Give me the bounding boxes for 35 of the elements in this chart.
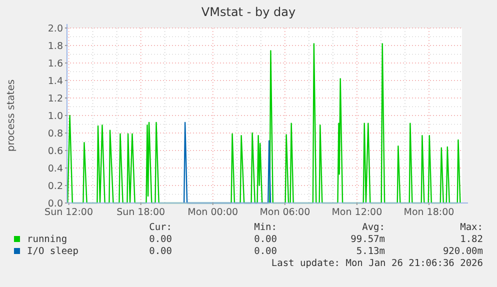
x-tick-label: Sun 18:00 [116,207,166,218]
y-tick-label: 0.2 [48,180,63,192]
y-tick-label: 2.0 [48,23,63,34]
y-tick-label: 1.0 [48,110,63,122]
text: 5.13m [356,246,386,257]
text: Max: [460,222,483,233]
x-tick-label: Sun 12:00 [44,207,94,218]
y-tick-label: 0.8 [48,128,63,140]
y-tick-label: 1.4 [48,76,63,87]
legend-label: I/O sleep [27,246,79,257]
text: Last update: Mon Jan 26 21:06:36 2026 [271,258,484,269]
x-tick-label: Mon 18:00 [404,207,454,218]
legend-label: running [27,234,68,245]
text: 920.00m [442,246,484,257]
y-tick-label: 0.6 [48,146,63,157]
text: Min: [254,222,277,233]
text: 99.57m [350,234,386,245]
text: 0.00 [149,234,172,245]
y-tick-label: 1.6 [48,58,63,70]
chart-title: VMstat - by day [201,5,296,19]
text: 0.00 [254,246,278,257]
y-tick-label: 1.2 [48,93,63,104]
y-tick-label: 0.0 [48,198,63,210]
y-axis-title: process states [6,79,17,152]
text: Cur: [149,222,172,233]
text: 0.00 [149,246,172,257]
line-series [67,43,461,204]
text: Avg: [362,222,385,233]
x-tick-label: Mon 00:00 [188,207,238,218]
y-tick-label: 0.4 [48,163,63,174]
text: 0.00 [254,234,278,245]
x-tick-label: Mon 12:00 [332,207,382,218]
y-tick-label: 1.8 [48,40,63,52]
x-tick-label: Mon 06:00 [260,207,310,218]
text: 1.82 [460,234,483,245]
